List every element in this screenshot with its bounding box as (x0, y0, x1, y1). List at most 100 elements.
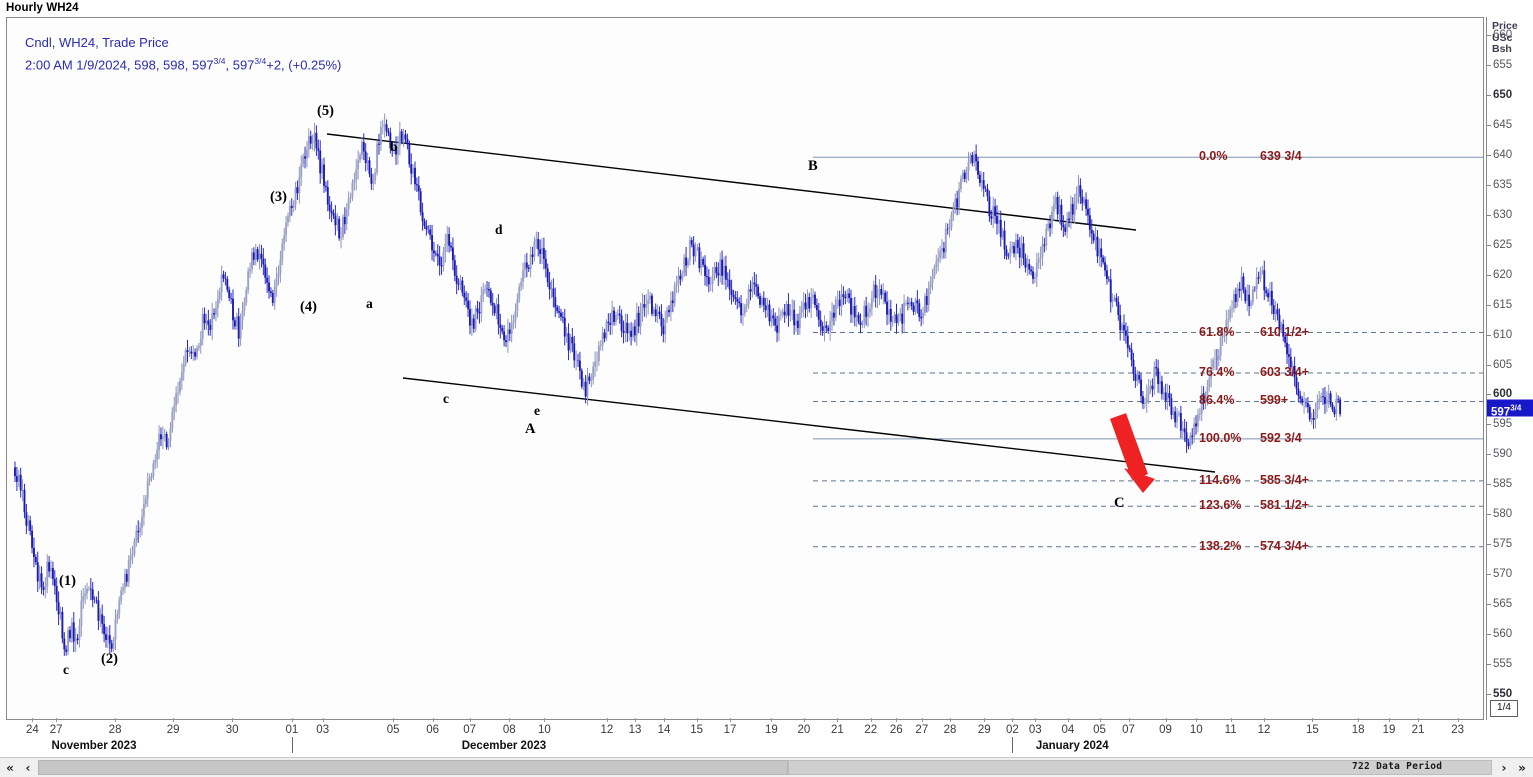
date-tick-mark (291, 718, 293, 722)
price-axis[interactable]: Price USc Bsh 660 655 650 645 640 635 630 625 62… (1486, 17, 1533, 720)
price-series-canvas (14, 113, 1483, 656)
date-tick-label: 08 (502, 724, 516, 736)
price-tick-mark (1487, 394, 1491, 396)
date-tick-mark (32, 718, 34, 722)
date-tick-mark (56, 718, 58, 722)
date-tick-mark (469, 718, 471, 722)
date-tick-mark (115, 718, 117, 722)
legend-line-2: 2:00 AM 1/9/2024, 598, 598, 5973/4, 5973… (25, 52, 341, 74)
fibonacci-price-label: 592 3/4 (1260, 430, 1302, 445)
trendline-group (326, 133, 1216, 473)
wave-label-3: (3) (270, 189, 287, 205)
price-tick-mark (1487, 64, 1491, 66)
date-tick-label: 27 (915, 724, 929, 736)
date-tick-mark (984, 718, 986, 722)
date-tick-mark (1196, 718, 1198, 722)
price-tick-label: 560 (1493, 628, 1513, 641)
price-tick-label: 625 (1493, 238, 1513, 251)
date-tick-mark (870, 718, 872, 722)
price-tick-mark (1487, 304, 1491, 306)
date-tick-label: 28 (108, 724, 122, 736)
price-tick-label: 640 (1493, 148, 1513, 161)
fibonacci-percent-label: 61.8% (1199, 324, 1235, 339)
price-tick-mark (1487, 34, 1491, 36)
price-scale-button[interactable]: 1/4 (1490, 700, 1518, 717)
wave-label-2: (2) (101, 651, 118, 667)
date-tick-mark (1388, 718, 1390, 722)
wave-label-1: (1) (59, 573, 76, 589)
date-tick-label: 07 (1122, 724, 1135, 736)
date-tick-label: 03 (316, 724, 330, 736)
wave-label-c: c (63, 662, 69, 677)
price-tick-label: 570 (1493, 568, 1513, 581)
price-tick-label: 635 (1493, 178, 1513, 191)
price-tick-mark (1487, 664, 1491, 666)
date-tick-label: 15 (690, 724, 704, 736)
fibonacci-percent-label: 138.2% (1199, 538, 1242, 553)
fibonacci-price-label: 639 3/4 (1260, 149, 1302, 164)
scroll-track[interactable] (788, 760, 1492, 775)
month-label: December 2023 (461, 740, 547, 752)
price-tick-label: 655 (1493, 58, 1513, 71)
price-tick-label: 555 (1493, 658, 1513, 671)
date-tick-mark (1418, 718, 1420, 722)
date-tick-label: 09 (1159, 724, 1172, 736)
scroll-first-icon[interactable]: « (6, 761, 14, 775)
date-tick-label: 01 (285, 724, 299, 736)
scroll-next-icon[interactable]: › (1501, 761, 1507, 775)
horizontal-scrollbar[interactable]: « ‹ 722 Data Period › » (0, 757, 1533, 777)
trendline (402, 377, 1216, 473)
date-tick-label: 19 (1382, 724, 1396, 736)
fibonacci-percent-label: 100.0% (1199, 430, 1242, 445)
date-tick-mark (1128, 718, 1130, 722)
date-tick-label: 30 (225, 724, 239, 736)
price-tick-mark (1487, 514, 1491, 516)
month-label: November 2023 (51, 740, 137, 752)
price-tick-label: 630 (1493, 208, 1513, 221)
fibonacci-price-label: 581 1/2+ (1260, 498, 1310, 513)
price-tick-mark (1487, 424, 1491, 426)
arrow-shaft (1110, 413, 1148, 480)
fibonacci-price-label: 603 3/4+ (1260, 364, 1310, 379)
date-tick-mark (606, 718, 608, 722)
date-tick-mark (949, 718, 951, 722)
down-arrow-annotation (1110, 413, 1155, 493)
fibonacci-percent-label: 114.6% (1199, 472, 1241, 487)
price-tick-mark (1487, 604, 1491, 606)
date-tick-mark (1165, 718, 1167, 722)
fibonacci-percent-label: 123.6% (1199, 498, 1242, 513)
date-tick-mark (1067, 718, 1069, 722)
date-tick-mark (1358, 718, 1360, 722)
date-tick-label: 18 (1351, 724, 1365, 736)
chart-plot-area[interactable]: Cndl, WH24, Trade Price 2:00 AM 1/9/2024… (6, 17, 1484, 720)
price-tick-label: 610 (1493, 328, 1513, 341)
date-tick-mark (432, 718, 434, 722)
wave-label-5: (5) (317, 103, 334, 119)
date-tick-label: 20 (797, 724, 811, 736)
date-tick-label: 10 (1189, 724, 1203, 736)
date-tick-mark (837, 718, 839, 722)
price-axis-header-line1: Price (1492, 20, 1518, 32)
date-tick-label: 23 (1451, 724, 1464, 736)
price-axis-header-line3: Bsh (1492, 43, 1512, 55)
date-axis[interactable]: 24 27 28 29 30 01 03 05 06 07 08 10 12 13 14 15 17 19 20 21… (6, 718, 1484, 755)
date-tick-mark (921, 718, 923, 722)
scroll-thumb[interactable] (38, 760, 788, 775)
date-tick-mark (1099, 718, 1101, 722)
price-tick-mark (1487, 124, 1491, 126)
fibonacci-percent-label: 0.0% (1199, 149, 1228, 164)
date-tick-mark (696, 718, 698, 722)
price-tick-mark (1487, 364, 1491, 366)
legend-quote-mid: , 597 (225, 57, 255, 73)
date-tick-label: 06 (426, 724, 440, 736)
legend-quote-suffix: +2, (+0.25%) (266, 57, 342, 73)
price-tick-label: 575 (1493, 538, 1513, 551)
scroll-last-icon[interactable]: » (1518, 761, 1526, 775)
price-axis-header-line2: USc (1492, 31, 1513, 44)
date-tick-label: 02 (1006, 724, 1019, 736)
scroll-prev-icon[interactable]: ‹ (25, 761, 31, 775)
price-tick-mark (1487, 334, 1491, 336)
wave-label-b: b (390, 139, 398, 154)
date-tick-label: 29 (166, 724, 180, 736)
chart-legend: Cndl, WH24, Trade Price 2:00 AM 1/9/2024… (25, 33, 341, 74)
